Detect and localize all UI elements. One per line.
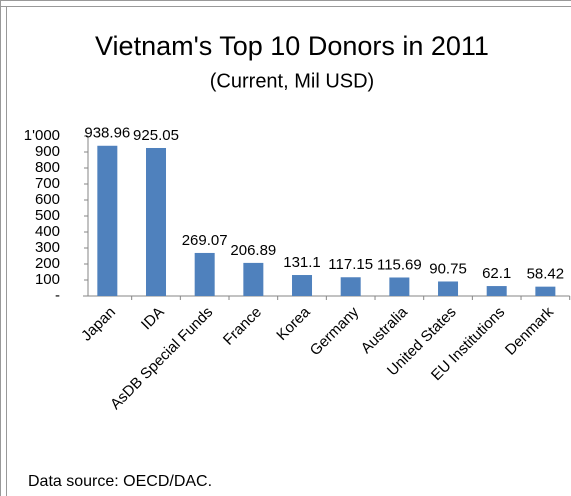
data-label: 938.96 [84,125,130,142]
bar [438,281,459,296]
bar [292,275,313,296]
y-tick-label: 900 [35,143,60,160]
y-tick-label: 200 [35,255,60,272]
bar [535,286,556,296]
bar [97,145,118,296]
y-tick-label: - [55,287,60,304]
bar [486,286,507,296]
y-tick-label: 500 [35,207,60,224]
x-tick-label: Korea [273,303,314,344]
bar [389,277,410,296]
x-tick-label: France [220,304,265,349]
chart-title: Vietnam's Top 10 Donors in 2011 [95,31,489,61]
y-tick-label: 100 [35,271,60,288]
bar [194,252,215,296]
chart-subtitle: (Current, Mil USD) [210,70,374,92]
y-tick-label: 1'000 [24,127,60,144]
y-tick-label: 300 [35,239,60,256]
y-tick-label: 400 [35,223,60,240]
source-note: Data source: OECD/DAC. [28,473,212,490]
data-label: 62.1 [482,265,511,282]
y-tick-label: 600 [35,191,60,208]
bar [243,262,264,296]
data-label: 131.1 [283,254,321,271]
data-label: 269.07 [182,232,228,249]
data-label: 90.75 [429,260,467,277]
x-tick-label: Japan [78,304,119,345]
bar [340,277,361,296]
x-tick-label: Germany [307,303,363,359]
y-tick-label: 800 [35,159,60,176]
data-label: 925.05 [133,127,179,144]
x-tick-label: IDA [138,304,168,334]
data-label: 206.89 [230,242,276,259]
data-label: 115.69 [377,256,422,273]
x-tick-label: Denmark [502,303,557,358]
bar [146,147,167,296]
y-tick-label: 700 [35,175,60,192]
data-label: 58.42 [527,266,565,283]
data-label: 117.15 [328,256,373,273]
